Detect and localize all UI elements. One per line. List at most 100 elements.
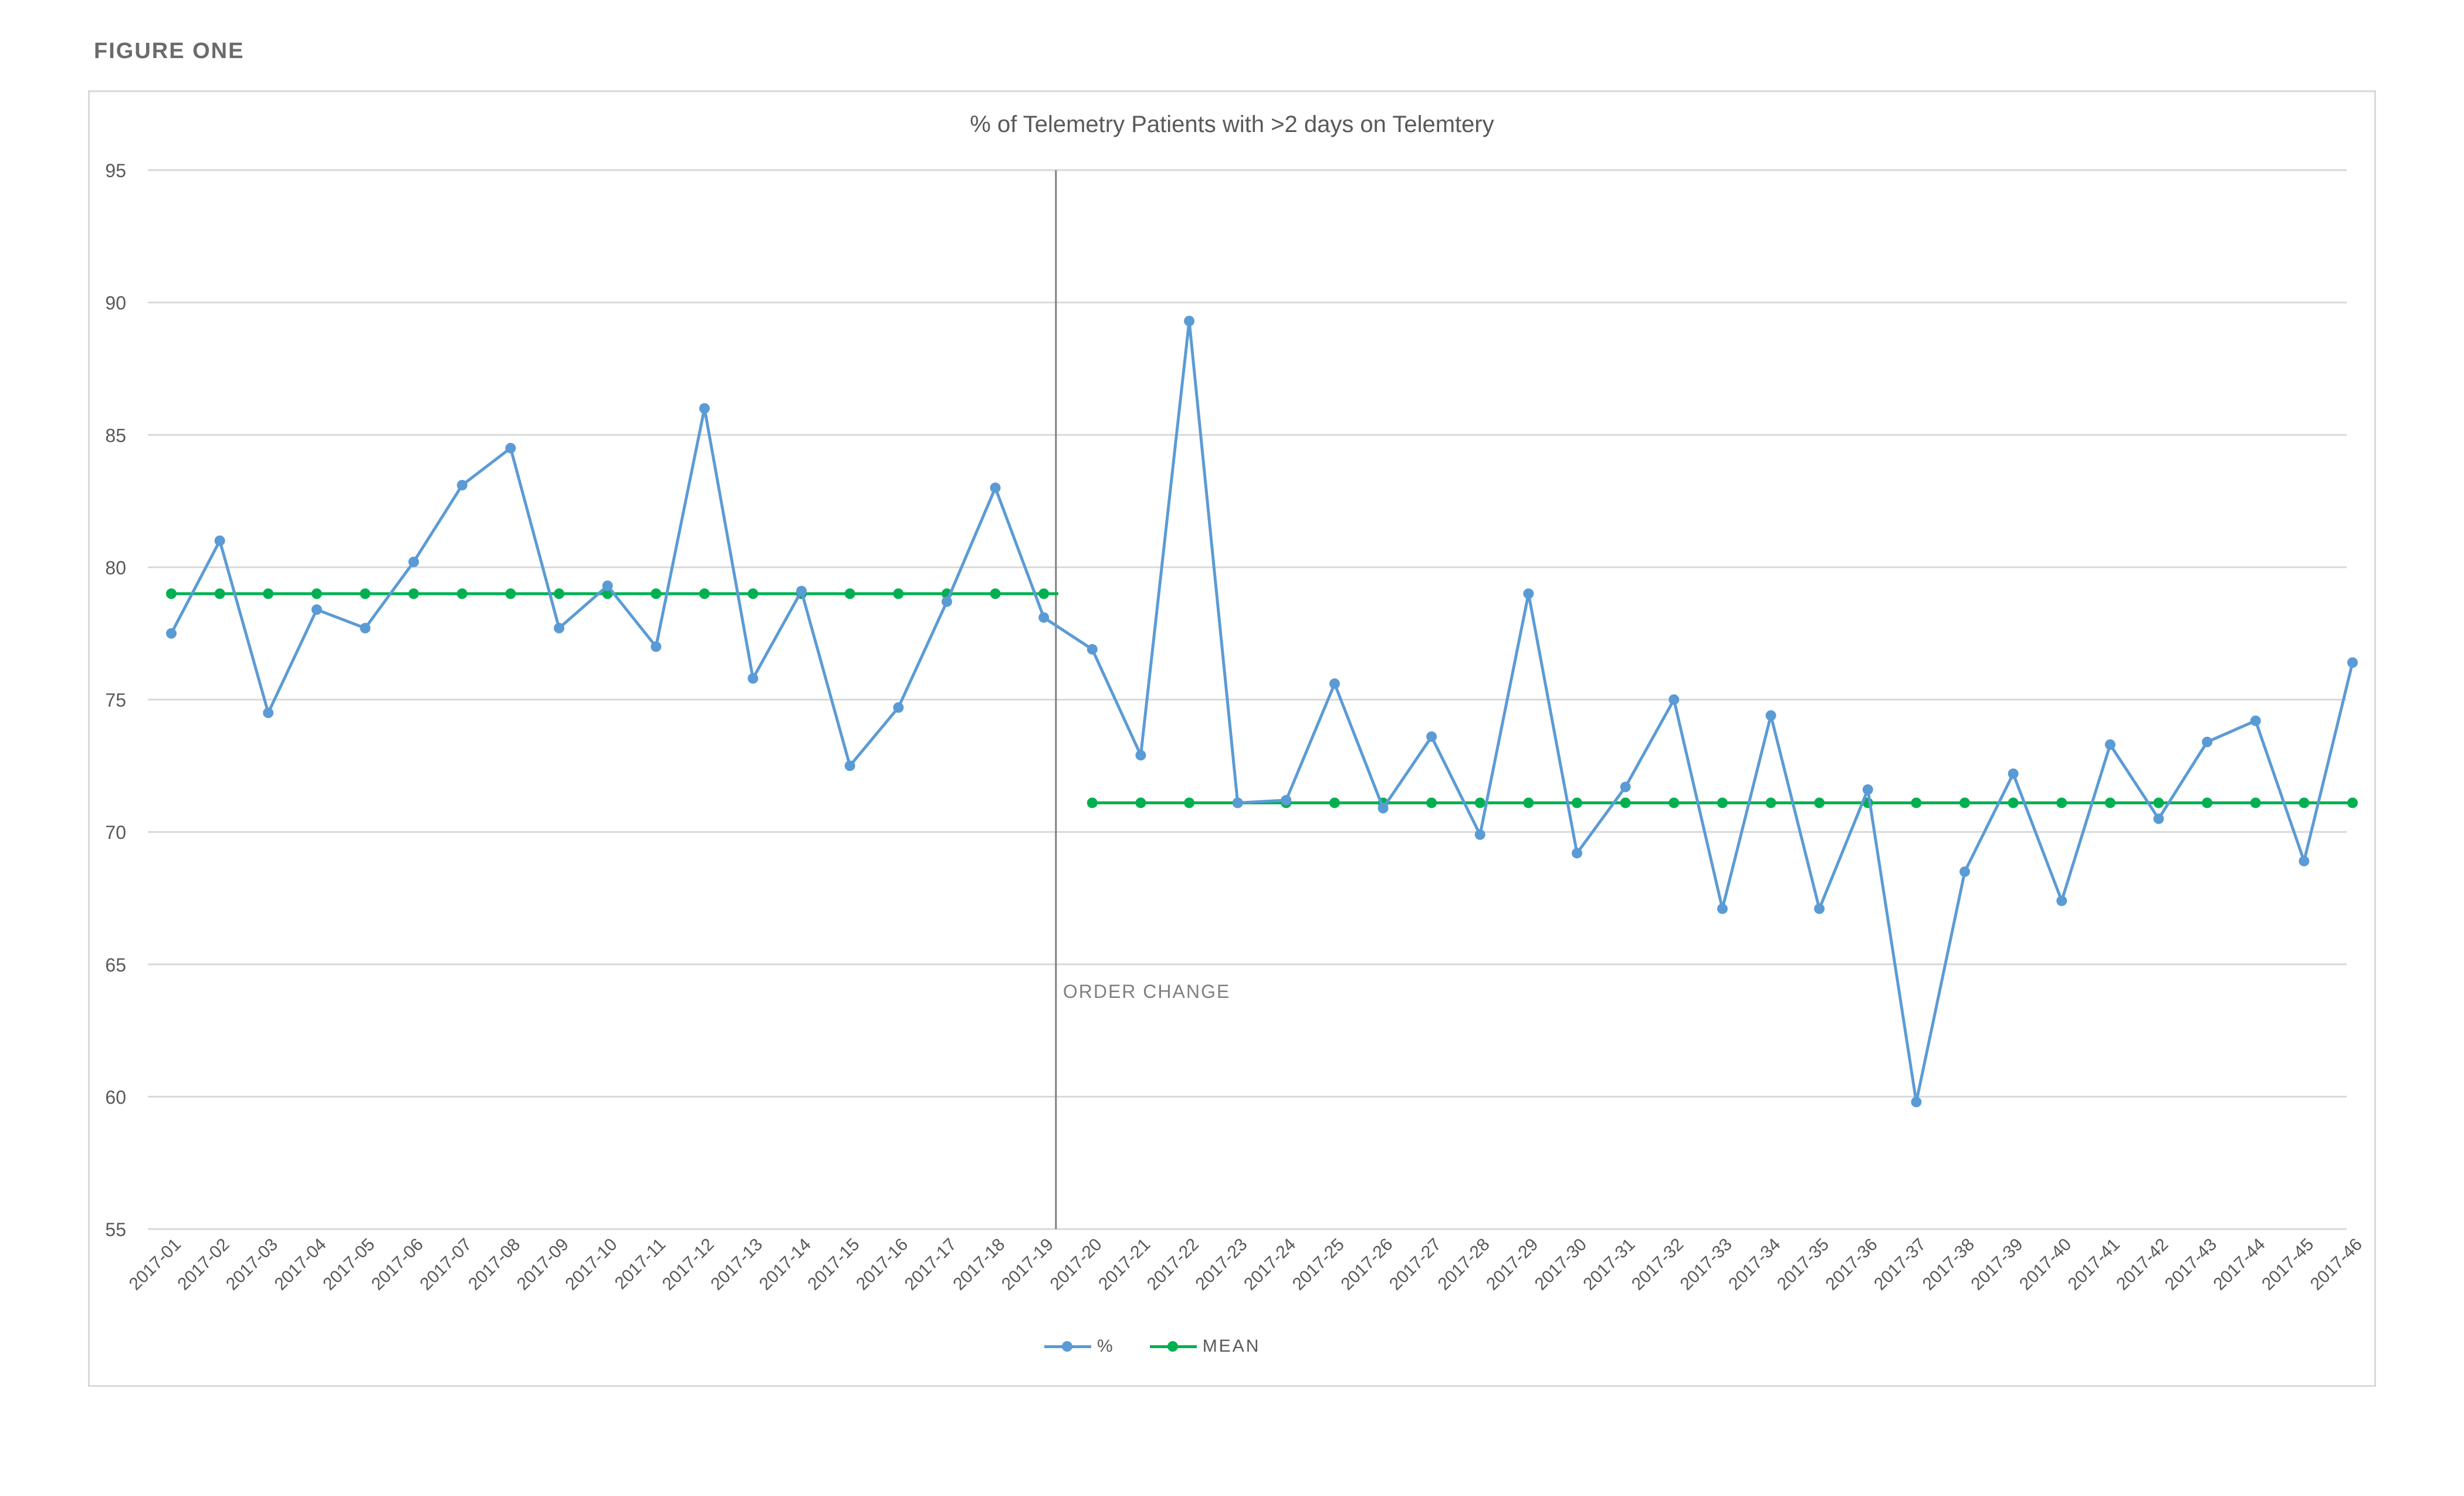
chart-legend: % MEAN — [1044, 1336, 1295, 1356]
mean-point-2017-41 — [2104, 797, 2116, 808]
x-tick-label-2017-43: 2017-43 — [2161, 1235, 2221, 1294]
mean-point-2017-42 — [2153, 797, 2164, 808]
x-tick-label-2017-24: 2017-24 — [1240, 1235, 1299, 1294]
mean-point-2017-39 — [2008, 797, 2019, 808]
data-point-2017-29 — [1523, 588, 1534, 599]
legend-swatch-mean — [1149, 1341, 1197, 1352]
y-tick-label-70: 70 — [105, 822, 126, 843]
mean-point-2017-46 — [2347, 797, 2358, 808]
mean-point-2017-30 — [1572, 797, 1583, 808]
x-tick-label-2017-35: 2017-35 — [1773, 1235, 1833, 1294]
x-tick-label-2017-20: 2017-20 — [1047, 1235, 1106, 1294]
x-tick-label-2017-37: 2017-37 — [1870, 1235, 1930, 1294]
x-tick-label-2017-07: 2017-07 — [416, 1235, 475, 1294]
x-tick-label-2017-28: 2017-28 — [1434, 1235, 1494, 1294]
data-point-2017-06 — [408, 556, 419, 567]
x-tick-label-2017-16: 2017-16 — [852, 1235, 912, 1294]
data-point-2017-30 — [1572, 848, 1583, 859]
x-tick-label-2017-36: 2017-36 — [1822, 1235, 1881, 1294]
data-point-2017-45 — [2299, 855, 2310, 867]
data-point-2017-43 — [2202, 736, 2213, 747]
x-tick-label-2017-06: 2017-06 — [368, 1235, 427, 1294]
data-point-2017-44 — [2250, 715, 2261, 726]
mean-point-2017-33 — [1717, 797, 1728, 808]
mean-point-2017-03 — [263, 588, 274, 599]
x-tick-label-2017-08: 2017-08 — [465, 1235, 524, 1294]
x-tick-label-2017-23: 2017-23 — [1192, 1235, 1251, 1294]
x-tick-label-2017-26: 2017-26 — [1337, 1235, 1396, 1294]
mean-point-2017-01 — [166, 588, 177, 599]
data-point-2017-37 — [1911, 1096, 1922, 1108]
data-point-2017-34 — [1765, 710, 1776, 721]
x-tick-label-2017-40: 2017-40 — [2016, 1235, 2075, 1294]
mean-point-2017-08 — [505, 588, 516, 599]
legend-label-percent: % — [1097, 1336, 1115, 1356]
data-point-2017-08 — [505, 442, 516, 453]
data-point-2017-40 — [2056, 895, 2067, 906]
y-tick-label-60: 60 — [105, 1087, 126, 1108]
data-point-2017-42 — [2153, 813, 2164, 824]
mean-point-2017-15 — [844, 588, 855, 599]
x-tick-label-2017-44: 2017-44 — [2210, 1235, 2269, 1294]
x-tick-label-2017-04: 2017-04 — [271, 1235, 330, 1294]
data-point-2017-24 — [1281, 794, 1292, 805]
data-point-2017-28 — [1474, 829, 1485, 840]
legend-item-mean: MEAN — [1149, 1336, 1261, 1356]
mean-point-2017-07 — [456, 588, 468, 599]
mean-point-2017-09 — [553, 588, 564, 599]
mean-point-2017-25 — [1329, 797, 1340, 808]
x-tick-label-2017-29: 2017-29 — [1483, 1235, 1542, 1294]
x-tick-label-2017-41: 2017-41 — [2064, 1235, 2124, 1294]
mean-point-2017-19 — [1038, 588, 1050, 599]
data-point-2017-05 — [360, 622, 371, 634]
data-point-2017-12 — [699, 403, 710, 414]
data-point-2017-26 — [1377, 803, 1389, 814]
y-tick-label-90: 90 — [105, 293, 126, 314]
y-tick-label-55: 55 — [105, 1219, 126, 1240]
x-tick-label-2017-31: 2017-31 — [1579, 1235, 1639, 1294]
x-tick-label-2017-17: 2017-17 — [901, 1235, 960, 1294]
mean-point-2017-44 — [2250, 797, 2261, 808]
x-tick-label-2017-39: 2017-39 — [1967, 1235, 2026, 1294]
x-tick-label-2017-18: 2017-18 — [949, 1235, 1008, 1294]
mean-point-2017-34 — [1765, 797, 1776, 808]
data-point-2017-23 — [1232, 797, 1243, 808]
x-tick-label-2017-32: 2017-32 — [1628, 1235, 1687, 1294]
mean-point-2017-06 — [408, 588, 419, 599]
y-tick-label-95: 95 — [105, 160, 126, 181]
data-point-2017-11 — [651, 641, 662, 652]
mean-point-2017-04 — [311, 588, 322, 599]
x-tick-label-2017-45: 2017-45 — [2258, 1235, 2317, 1294]
data-point-2017-02 — [214, 535, 225, 546]
mean-point-2017-35 — [1814, 797, 1825, 808]
mean-point-2017-40 — [2056, 797, 2067, 808]
x-tick-label-2017-12: 2017-12 — [659, 1235, 718, 1294]
x-tick-label-2017-09: 2017-09 — [513, 1235, 573, 1294]
x-tick-label-2017-30: 2017-30 — [1531, 1235, 1590, 1294]
x-tick-label-2017-05: 2017-05 — [319, 1235, 378, 1294]
y-tick-label-80: 80 — [105, 557, 126, 578]
data-point-2017-31 — [1620, 781, 1631, 793]
legend-swatch-percent — [1044, 1341, 1091, 1352]
x-tick-label-2017-10: 2017-10 — [561, 1235, 621, 1294]
data-point-2017-16 — [893, 702, 904, 713]
mean-point-2017-11 — [651, 588, 662, 599]
mean-point-2017-31 — [1620, 797, 1631, 808]
mean-point-2017-38 — [1959, 797, 1971, 808]
data-point-2017-15 — [844, 760, 855, 771]
x-tick-label-2017-22: 2017-22 — [1143, 1235, 1203, 1294]
data-point-2017-14 — [796, 585, 807, 597]
data-point-2017-41 — [2104, 739, 2116, 750]
data-point-2017-21 — [1135, 750, 1146, 761]
mean-point-2017-12 — [699, 588, 710, 599]
mean-point-2017-43 — [2202, 797, 2213, 808]
figure-label: FIGURE ONE — [94, 39, 245, 63]
mean-point-2017-16 — [893, 588, 904, 599]
chart-frame — [88, 90, 2376, 1387]
data-point-2017-39 — [2008, 768, 2019, 779]
x-tick-label-2017-03: 2017-03 — [222, 1235, 282, 1294]
x-tick-label-2017-15: 2017-15 — [804, 1235, 863, 1294]
y-tick-label-75: 75 — [105, 690, 126, 711]
data-point-2017-27 — [1426, 731, 1437, 742]
